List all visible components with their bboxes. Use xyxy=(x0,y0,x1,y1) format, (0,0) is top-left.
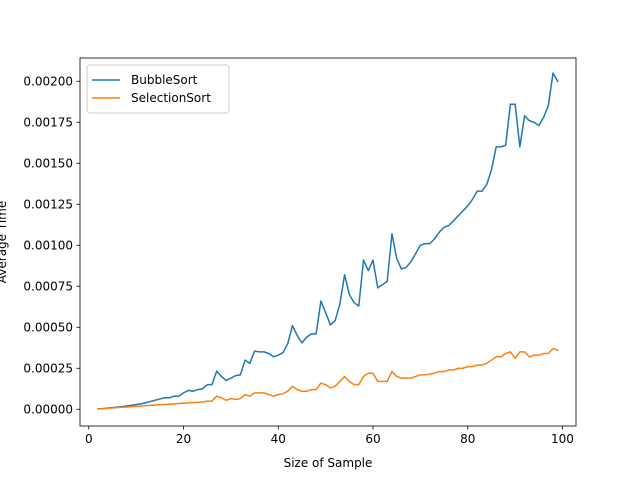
x-tick-label: 60 xyxy=(365,432,380,446)
legend: BubbleSort SelectionSort xyxy=(86,64,230,114)
y-tick-label: 0.00075 xyxy=(23,280,73,294)
series-line-bubblesort xyxy=(97,72,559,410)
x-tick-label: 40 xyxy=(271,432,286,446)
y-tick-label: 0.00125 xyxy=(23,198,73,212)
y-axis-label: Average Time xyxy=(0,201,9,283)
series-line-selectionsort xyxy=(97,347,559,410)
x-tick-label: 100 xyxy=(551,432,574,446)
y-tick-label: 0.00000 xyxy=(23,403,73,417)
y-tick-label: 0.00200 xyxy=(23,75,73,89)
y-tick-label: 0.00025 xyxy=(23,362,73,376)
legend-label-selectionsort: SelectionSort xyxy=(131,91,211,105)
x-axis-label: Size of Sample xyxy=(284,456,373,470)
y-axis-ticks: 0.00000 0.00025 0.00050 0.00075 0.00100 0.001… xyxy=(23,75,80,417)
y-tick-label: 0.00150 xyxy=(23,157,73,171)
legend-frame xyxy=(86,64,230,114)
plot-lines xyxy=(97,72,559,410)
legend-label-bubblesort: BubbleSort xyxy=(131,73,198,87)
x-tick-label: 0 xyxy=(85,432,93,446)
x-tick-label: 80 xyxy=(460,432,475,446)
x-axis-ticks: 0 20 40 60 80 100 xyxy=(85,426,574,446)
y-tick-label: 0.00175 xyxy=(23,116,73,130)
y-tick-label: 0.00050 xyxy=(23,321,73,335)
plot-area-frame xyxy=(79,57,577,427)
x-tick-label: 20 xyxy=(176,432,191,446)
y-tick-label: 0.00100 xyxy=(23,239,73,253)
